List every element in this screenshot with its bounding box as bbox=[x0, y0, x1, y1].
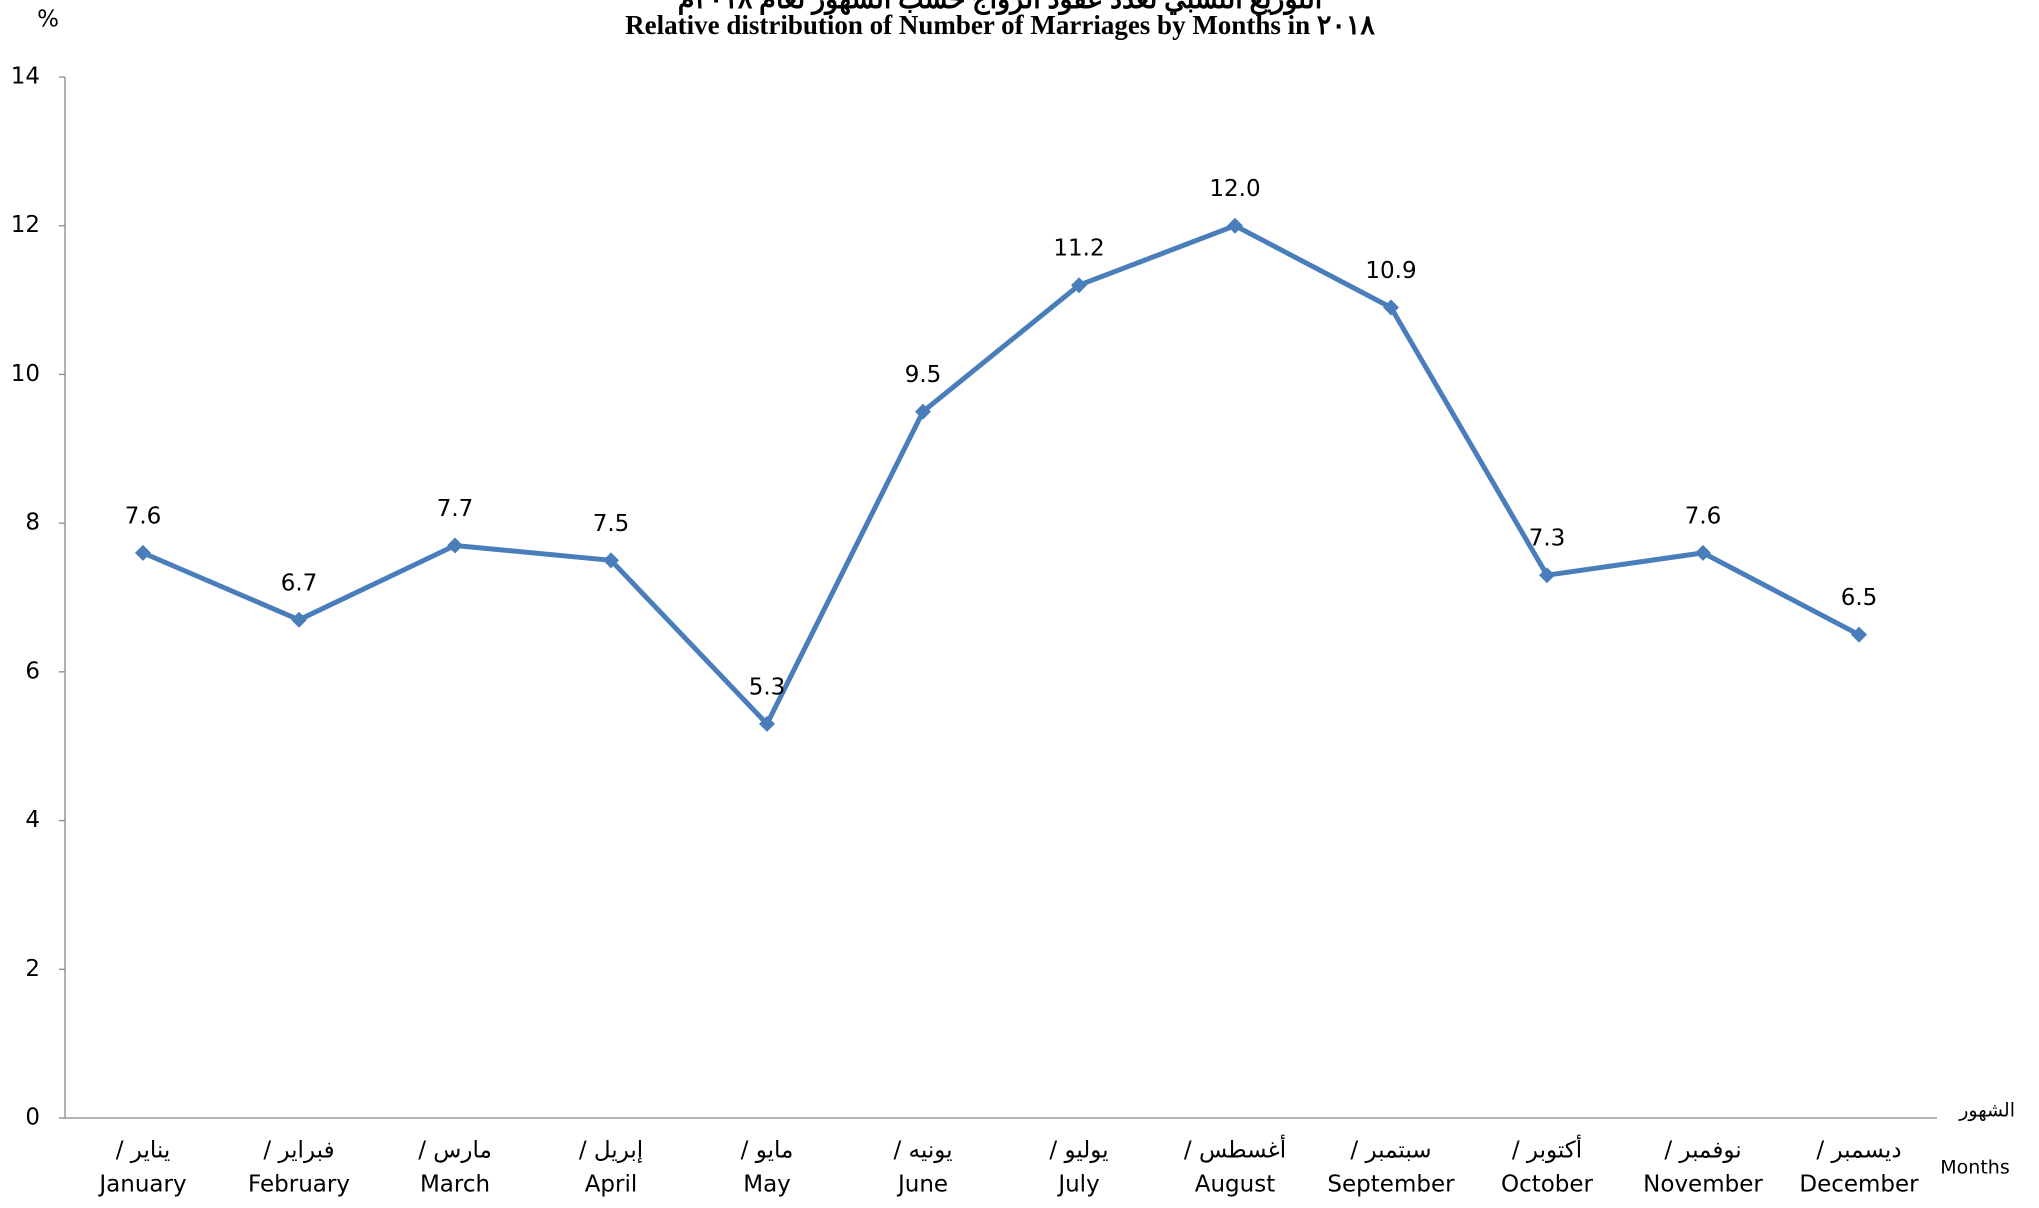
marker bbox=[1227, 217, 1243, 234]
marker bbox=[759, 715, 775, 732]
x-tick-label-ar: أكتوبر / bbox=[1512, 1135, 1582, 1164]
x-tick-label: March bbox=[420, 1172, 490, 1198]
x-tick-label-ar: يونيه / bbox=[893, 1138, 952, 1164]
marker bbox=[915, 403, 931, 420]
data-label: 12.0 bbox=[1209, 176, 1260, 202]
marker bbox=[1383, 299, 1399, 316]
marker bbox=[291, 611, 307, 628]
y-axis-label: % bbox=[37, 7, 59, 33]
x-tick-label: July bbox=[1056, 1172, 1099, 1198]
data-label: 6.5 bbox=[1841, 585, 1878, 611]
data-label: 7.7 bbox=[437, 496, 474, 522]
x-axis-label: Months bbox=[1940, 1157, 2009, 1179]
x-tick-label-ar: أغسطس / bbox=[1184, 1135, 1286, 1164]
marker bbox=[135, 544, 151, 561]
x-tick-label: February bbox=[248, 1172, 350, 1198]
x-tick-label-ar: يناير / bbox=[116, 1138, 171, 1164]
x-tick-label-ar: إبريل / bbox=[579, 1138, 643, 1164]
data-label: 7.5 bbox=[593, 511, 630, 537]
y-tick-label: 6 bbox=[25, 658, 40, 684]
y-tick-label: 0 bbox=[25, 1105, 40, 1131]
y-tick-label: 8 bbox=[25, 510, 40, 536]
x-tick-label: January bbox=[97, 1172, 186, 1198]
marker bbox=[1071, 277, 1087, 294]
marker bbox=[603, 552, 619, 569]
marker bbox=[1539, 567, 1555, 584]
data-label: 7.3 bbox=[1529, 526, 1566, 552]
y-tick-label: 4 bbox=[25, 807, 40, 833]
x-tick-label: August bbox=[1195, 1172, 1276, 1198]
marker bbox=[1695, 544, 1711, 561]
x-axis-label-ar: الشهور bbox=[1958, 1100, 2015, 1122]
x-tick-label-ar: مايو / bbox=[741, 1138, 794, 1164]
x-tick-label-ar: مارس / bbox=[418, 1138, 492, 1164]
data-label: 7.6 bbox=[125, 503, 162, 529]
x-tick-label: October bbox=[1501, 1172, 1594, 1198]
y-tick-label: 2 bbox=[25, 956, 40, 982]
data-label: 7.6 bbox=[1685, 503, 1722, 529]
data-label: 10.9 bbox=[1365, 258, 1416, 284]
data-label: 6.7 bbox=[281, 570, 318, 596]
y-tick-label: 12 bbox=[11, 212, 40, 238]
data-label: 9.5 bbox=[905, 362, 942, 388]
data-label: 5.3 bbox=[749, 674, 786, 700]
x-tick-label: November bbox=[1643, 1172, 1763, 1198]
x-tick-label-ar: يوليو / bbox=[1049, 1138, 1108, 1164]
x-tick-label-ar: ديسمبر / bbox=[1816, 1138, 1901, 1164]
x-tick-label-ar: سبتمبر / bbox=[1350, 1138, 1431, 1164]
chart-title: Relative distribution of Number of Marri… bbox=[625, 10, 1375, 40]
line bbox=[142, 223, 1861, 727]
marker bbox=[447, 537, 463, 554]
x-tick-label: May bbox=[743, 1172, 791, 1198]
x-tick-label: December bbox=[1799, 1172, 1919, 1198]
y-tick-label: 10 bbox=[11, 361, 40, 387]
x-tick-label: June bbox=[896, 1172, 948, 1198]
x-tick-label-ar: نوفمبر / bbox=[1664, 1138, 1741, 1164]
chart-title-ar: التوزيع النسبي لعدد عقود الزواج حسب الشه… bbox=[678, 0, 1323, 16]
x-tick-label: April bbox=[585, 1172, 638, 1198]
x-tick-label: September bbox=[1327, 1172, 1455, 1198]
y-tick-label: 14 bbox=[11, 64, 40, 90]
x-tick-label-ar: فبراير / bbox=[263, 1138, 334, 1164]
marker bbox=[1851, 626, 1867, 643]
data-label: 11.2 bbox=[1053, 236, 1104, 262]
